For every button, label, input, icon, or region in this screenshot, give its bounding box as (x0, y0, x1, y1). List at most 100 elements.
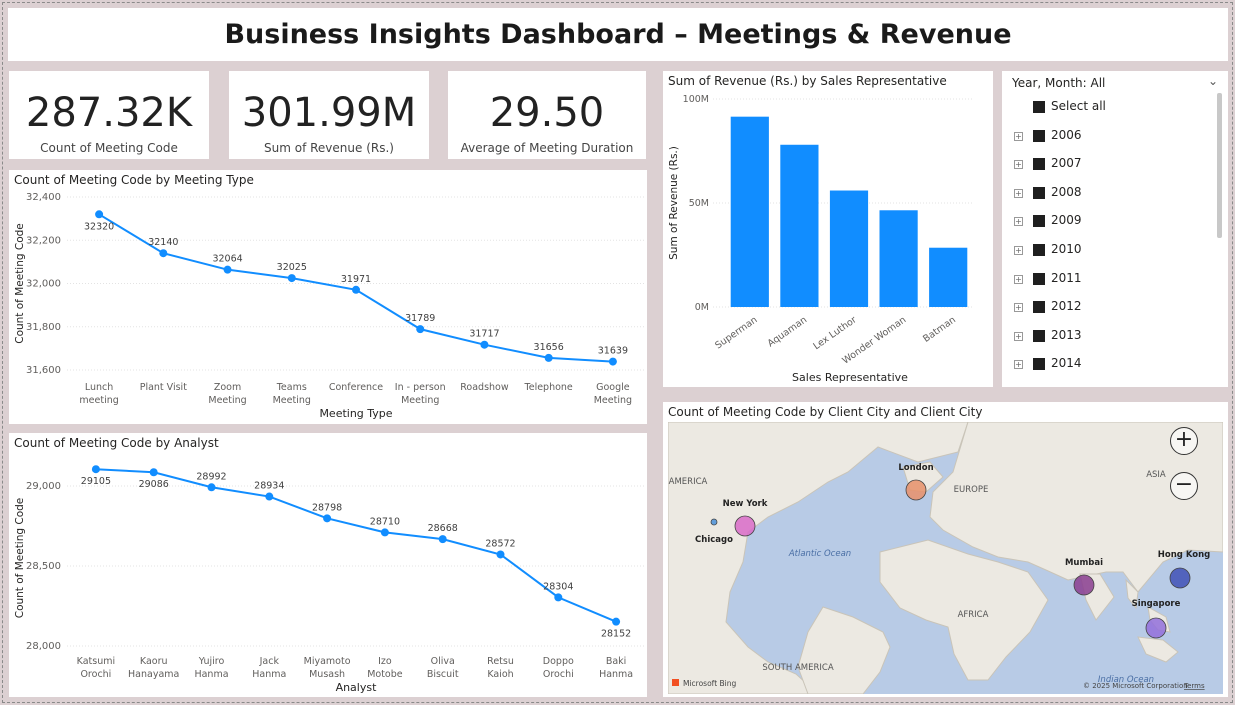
slicer-item-2007[interactable]: +2007 (1002, 153, 1217, 182)
checkbox[interactable] (1033, 243, 1045, 256)
map-logo-text: Microsoft Bing (683, 679, 736, 688)
chart-title: Count of Meeting Code by Client City and… (668, 405, 983, 419)
kpi-label: Count of Meeting Code (40, 141, 178, 155)
data-point (380, 528, 389, 537)
expand-icon[interactable]: + (1014, 274, 1023, 284)
slicer-item-2008[interactable]: +2008 (1002, 182, 1217, 211)
map-canvas[interactable]: ASIA EUROPE AFRICA SOUTH AMERICA AMERICA Atla… (668, 422, 1223, 694)
landmass (879, 539, 1049, 681)
meeting-type-line-chart[interactable]: 31,600 31,800 32,000 32,200 32,400 32320 32140… (9, 170, 647, 424)
x-tick-label: Meeting (273, 395, 311, 406)
zoom-in-button[interactable]: + (1170, 427, 1198, 455)
expand-icon[interactable]: + (1014, 217, 1023, 227)
x-tick-label: Roadshow (460, 382, 509, 393)
city-bubble (1145, 617, 1167, 639)
y-axis-title: Count of Meeting Code (14, 223, 26, 344)
slicer-item-label: 2014 (1051, 356, 1082, 371)
data-label: 31656 (534, 342, 564, 353)
x-tick-label: Orochi (543, 669, 574, 680)
data-label: 32320 (84, 221, 114, 232)
x-tick-label: In - person (395, 382, 446, 393)
scrollbar[interactable] (1217, 93, 1222, 238)
x-tick-label: Aquaman (766, 314, 809, 349)
data-point (149, 468, 158, 477)
meeting-type-chart-panel[interactable]: Count of Meeting Code by Meeting Type 31… (9, 170, 647, 424)
slicer-item-label: 2013 (1051, 327, 1082, 342)
kpi-card-meeting-count[interactable]: 287.32K Count of Meeting Code (9, 71, 209, 159)
title-panel: Business Insights Dashboard – Meetings &… (8, 8, 1228, 61)
slicer-item-2009[interactable]: +2009 (1002, 210, 1217, 239)
analyst-chart-panel[interactable]: Count of Meeting Code by Analyst 28,000 2… (9, 433, 647, 697)
kpi-card-revenue[interactable]: 301.99M Sum of Revenue (Rs.) (229, 71, 429, 159)
expand-icon[interactable]: + (1014, 331, 1023, 341)
slicer-item-label: 2009 (1051, 213, 1082, 228)
y-tick-label: 32,400 (26, 192, 61, 203)
city-label: New York (723, 499, 768, 509)
y-tick-label: 100M (683, 94, 709, 105)
bubble-map[interactable]: ASIA EUROPE AFRICA SOUTH AMERICA AMERICA Atla… (668, 422, 1223, 694)
x-axis-title: Analyst (336, 681, 378, 694)
x-axis-title: Sales Representative (792, 371, 908, 384)
chevron-down-icon[interactable]: ⌄ (1207, 74, 1218, 88)
revenue-chart-panel[interactable]: Sum of Revenue (Rs.) by Sales Representa… (663, 71, 993, 387)
checkbox[interactable] (1033, 329, 1045, 342)
slicer-item-label: 2007 (1051, 156, 1082, 171)
expand-icon[interactable]: + (1014, 160, 1023, 170)
x-tick-label: Retsu (487, 656, 514, 667)
checkbox[interactable] (1033, 215, 1045, 228)
year-month-slicer[interactable]: Year, Month: All ⌄ Select all +2006 +2007… (1002, 71, 1228, 387)
checkbox[interactable] (1033, 158, 1045, 171)
kpi-value: 29.50 (489, 90, 605, 136)
data-label: 28304 (543, 581, 573, 592)
data-point (608, 357, 617, 366)
expand-icon[interactable]: + (1014, 131, 1023, 141)
kpi-card-avg-duration[interactable]: 29.50 Average of Meeting Duration (448, 71, 646, 159)
x-tick-label: Oliva (431, 656, 455, 667)
data-point (612, 617, 621, 626)
checkbox[interactable] (1033, 129, 1045, 142)
zoom-out-button[interactable]: − (1170, 472, 1198, 500)
data-point (265, 492, 274, 501)
region-label: ASIA (1146, 470, 1166, 480)
analyst-line-chart[interactable]: 28,000 28,500 29,000 29105 29086 28992 28934 28… (9, 433, 647, 697)
x-tick-label: Telephone (524, 382, 573, 393)
slicer-item-label: 2006 (1051, 127, 1082, 142)
region-label: SOUTH AMERICA (762, 663, 833, 673)
checkbox[interactable] (1033, 358, 1045, 371)
slicer-item-2006[interactable]: +2006 (1002, 125, 1217, 154)
checkbox[interactable] (1033, 101, 1045, 113)
expand-icon[interactable]: + (1014, 245, 1023, 255)
slicer-item-2014[interactable]: +2014 (1002, 353, 1217, 382)
checkbox[interactable] (1033, 301, 1045, 314)
data-label: 28572 (485, 538, 515, 549)
slicer-item-label: Select all (1051, 99, 1106, 113)
data-point (544, 353, 553, 362)
x-tick-label: Conference (329, 382, 383, 393)
expand-icon[interactable]: + (1014, 303, 1023, 313)
slicer-header: Year, Month: All (1012, 76, 1106, 90)
city-bubble (710, 518, 718, 526)
landmass (929, 422, 1223, 593)
data-point (496, 550, 505, 559)
slicer-item-2013[interactable]: +2013 (1002, 325, 1217, 354)
expand-icon[interactable]: + (1014, 188, 1023, 198)
slicer-item-2011[interactable]: +2011 (1002, 268, 1217, 297)
y-tick-label: 50M (689, 198, 709, 209)
city-bubble (734, 515, 756, 537)
checkbox[interactable] (1033, 272, 1045, 285)
map-panel[interactable]: Count of Meeting Code by Client City and… (663, 402, 1228, 697)
expand-icon[interactable]: + (1014, 360, 1023, 370)
x-tick-label: Baki (606, 656, 626, 667)
data-label: 28992 (196, 471, 226, 482)
slicer-item-2012[interactable]: +2012 (1002, 296, 1217, 325)
slicer-select-all[interactable]: Select all (1002, 96, 1217, 125)
ocean-label: Indian Ocean (1098, 675, 1154, 685)
bing-logo-icon (672, 679, 679, 686)
y-tick-label: 28,000 (26, 641, 61, 652)
city-label: London (898, 463, 933, 473)
chart-title: Count of Meeting Code by Meeting Type (14, 173, 254, 187)
checkbox[interactable] (1033, 186, 1045, 199)
slicer-item-2010[interactable]: +2010 (1002, 239, 1217, 268)
